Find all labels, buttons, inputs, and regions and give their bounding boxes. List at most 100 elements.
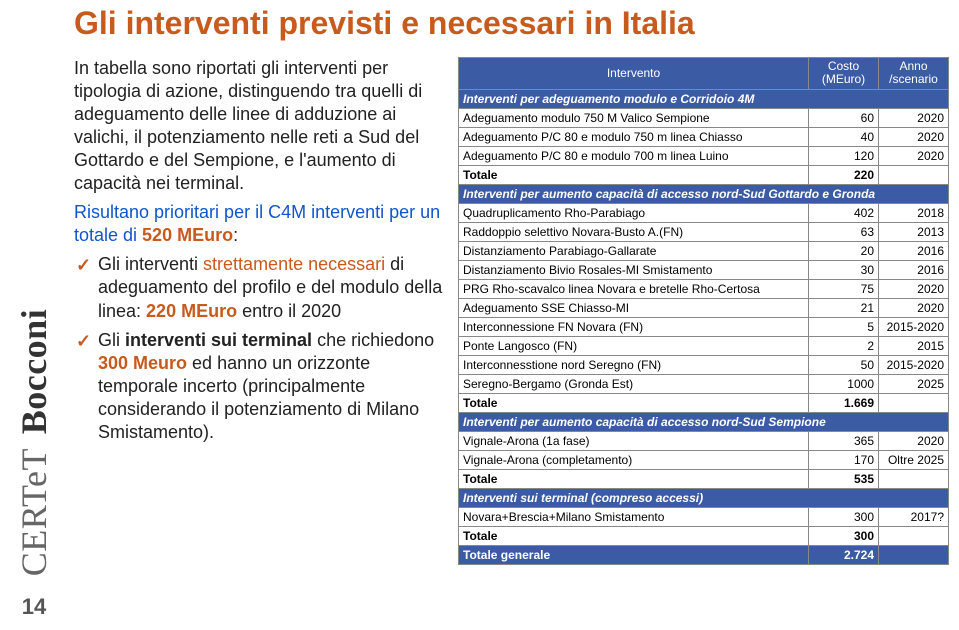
th-intervento: Intervento — [459, 58, 809, 89]
cell-label: Quadruplicamento Rho-Parabiago — [459, 203, 809, 222]
table-row: Distanziamento Parabiago-Gallarate202016 — [459, 241, 949, 260]
cell-label: Novara+Brescia+Milano Smistamento — [459, 507, 809, 526]
b2-pre: Gli — [98, 330, 125, 350]
section-title-cell: Interventi per aumento capacità di acces… — [459, 412, 949, 431]
table-header-row: Intervento Costo (MEuro) Anno /scenario — [459, 58, 949, 89]
cell-cost: 300 — [809, 507, 879, 526]
cell-label: Distanziamento Bivio Rosales-MI Smistame… — [459, 260, 809, 279]
subtotal-row: Totale535 — [459, 469, 949, 488]
priority-paragraph: Risultano prioritari per il C4M interven… — [74, 201, 444, 247]
grand-total-year — [879, 545, 949, 564]
cell-year: 2025 — [879, 374, 949, 393]
bullet-list: Gli interventi strettamente necessari di… — [74, 253, 444, 443]
page-number: 14 — [22, 594, 46, 620]
subtotal-label: Totale — [459, 393, 809, 412]
subtotal-value: 300 — [809, 526, 879, 545]
table-row: Distanziamento Bivio Rosales-MI Smistame… — [459, 260, 949, 279]
cell-label: Adeguamento P/C 80 e modulo 750 m linea … — [459, 127, 809, 146]
th-anno: Anno /scenario — [879, 58, 949, 89]
cell-year: 2020 — [879, 127, 949, 146]
cell-label: Vignale-Arona (completamento) — [459, 450, 809, 469]
cell-year: Oltre 2025 — [879, 450, 949, 469]
bullet-1: Gli interventi strettamente necessari di… — [74, 253, 444, 322]
amount-520: 520 MEuro — [142, 225, 233, 245]
cell-year: 2015-2020 — [879, 355, 949, 374]
b2-bold: interventi sui terminal — [125, 330, 312, 350]
table-row: Seregno-Bergamo (Gronda Est)10002025 — [459, 374, 949, 393]
cell-label: Vignale-Arona (1a fase) — [459, 431, 809, 450]
cell-year: 2017? — [879, 507, 949, 526]
cell-label: Adeguamento SSE Chiasso-MI — [459, 298, 809, 317]
table-row: Raddoppio selettivo Novara-Busto A.(FN)6… — [459, 222, 949, 241]
cell-cost: 21 — [809, 298, 879, 317]
cell-label: Adeguamento modulo 750 M Valico Sempione — [459, 108, 809, 127]
cell-year: 2018 — [879, 203, 949, 222]
cell-year: 2015-2020 — [879, 317, 949, 336]
section-title-cell: Interventi per adeguamento modulo e Corr… — [459, 89, 949, 108]
subtotal-year — [879, 469, 949, 488]
cell-year: 2015 — [879, 336, 949, 355]
table-row: Adeguamento modulo 750 M Valico Sempione… — [459, 108, 949, 127]
cell-label: Seregno-Bergamo (Gronda Est) — [459, 374, 809, 393]
cell-year: 2020 — [879, 108, 949, 127]
cell-cost: 365 — [809, 431, 879, 450]
grand-total-value: 2.724 — [809, 545, 879, 564]
table-row: PRG Rho-scavalco linea Novara e bretelle… — [459, 279, 949, 298]
grand-total-row: Totale generale2.724 — [459, 545, 949, 564]
main-content: Gli interventi previsti e necessari in I… — [68, 0, 959, 630]
left-margin: CERTeT Bocconi 14 — [0, 0, 68, 630]
cell-cost: 120 — [809, 146, 879, 165]
subtotal-year — [879, 526, 949, 545]
b1-tail: entro il 2020 — [237, 301, 341, 321]
table-row: Novara+Brescia+Milano Smistamento3002017… — [459, 507, 949, 526]
logo-certet: CERTeT — [14, 448, 54, 576]
cell-cost: 170 — [809, 450, 879, 469]
section-title-cell: Interventi sui terminal (compreso access… — [459, 488, 949, 507]
cell-cost: 1000 — [809, 374, 879, 393]
table-column: Intervento Costo (MEuro) Anno /scenario … — [458, 57, 949, 564]
cell-label: Interconnessione FN Novara (FN) — [459, 317, 809, 336]
cell-cost: 5 — [809, 317, 879, 336]
subtotal-value: 1.669 — [809, 393, 879, 412]
cell-label: Ponte Langosco (FN) — [459, 336, 809, 355]
cell-year: 2016 — [879, 241, 949, 260]
cell-year: 2016 — [879, 260, 949, 279]
cell-cost: 50 — [809, 355, 879, 374]
cell-cost: 60 — [809, 108, 879, 127]
intro-paragraph: In tabella sono riportati gli interventi… — [74, 57, 444, 195]
b2-amount: 300 Meuro — [98, 353, 187, 373]
subtotal-label: Totale — [459, 469, 809, 488]
narrative-column: In tabella sono riportati gli interventi… — [74, 57, 444, 564]
cell-year: 2013 — [879, 222, 949, 241]
subtotal-year — [879, 393, 949, 412]
subtotal-row: Totale1.669 — [459, 393, 949, 412]
cell-cost: 40 — [809, 127, 879, 146]
b1-amount: 220 MEuro — [146, 301, 237, 321]
cell-label: Interconnesstione nord Seregno (FN) — [459, 355, 809, 374]
subtotal-value: 220 — [809, 165, 879, 184]
subtotal-row: Totale300 — [459, 526, 949, 545]
institute-logo: CERTeT Bocconi — [16, 309, 52, 576]
b1-accent: strettamente necessari — [203, 254, 385, 274]
interventions-table: Intervento Costo (MEuro) Anno /scenario … — [458, 57, 949, 564]
bullet-2: Gli interventi sui terminal che richiedo… — [74, 329, 444, 444]
table-row: Vignale-Arona (completamento)170Oltre 20… — [459, 450, 949, 469]
section-header-row: Interventi per aumento capacità di acces… — [459, 184, 949, 203]
th-costo: Costo (MEuro) — [809, 58, 879, 89]
cell-year: 2020 — [879, 146, 949, 165]
cell-cost: 20 — [809, 241, 879, 260]
page-title: Gli interventi previsti e necessari in I… — [74, 6, 949, 41]
cell-year: 2020 — [879, 279, 949, 298]
table-row: Vignale-Arona (1a fase)3652020 — [459, 431, 949, 450]
table-row: Interconnesstione nord Seregno (FN)50201… — [459, 355, 949, 374]
cell-cost: 75 — [809, 279, 879, 298]
cell-label: Distanziamento Parabiago-Gallarate — [459, 241, 809, 260]
table-body: Interventi per adeguamento modulo e Corr… — [459, 89, 949, 564]
table-row: Ponte Langosco (FN)22015 — [459, 336, 949, 355]
cell-label: Adeguamento P/C 80 e modulo 700 m linea … — [459, 146, 809, 165]
table-row: Adeguamento P/C 80 e modulo 750 m linea … — [459, 127, 949, 146]
section-header-row: Interventi per adeguamento modulo e Corr… — [459, 89, 949, 108]
priority-text: Risultano prioritari per il C4M interven… — [74, 202, 440, 245]
section-header-row: Interventi sui terminal (compreso access… — [459, 488, 949, 507]
subtotal-label: Totale — [459, 526, 809, 545]
